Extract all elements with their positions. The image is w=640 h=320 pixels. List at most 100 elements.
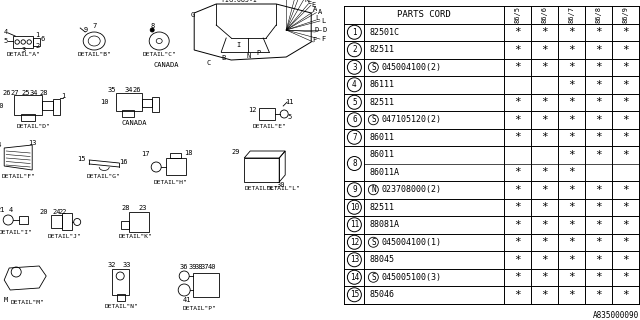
Text: *: * — [515, 237, 521, 247]
Text: 29: 29 — [232, 149, 240, 155]
Text: FIG.085-I: FIG.085-I — [221, 0, 257, 3]
Text: 82511: 82511 — [369, 45, 394, 54]
Text: 6: 6 — [352, 115, 356, 124]
Text: DETAIL"M": DETAIL"M" — [10, 300, 44, 306]
Text: 31: 31 — [0, 262, 1, 268]
Text: 2: 2 — [35, 43, 39, 49]
Text: D: D — [322, 27, 326, 33]
Bar — [21, 114, 35, 121]
Text: 86011A: 86011A — [369, 168, 399, 177]
Text: *: * — [568, 80, 575, 90]
Text: 82511: 82511 — [369, 203, 394, 212]
Text: F: F — [321, 36, 325, 42]
Text: E: E — [312, 2, 316, 8]
Bar — [142, 99, 152, 107]
Text: *: * — [622, 62, 629, 72]
Text: *: * — [515, 45, 521, 55]
Bar — [193, 273, 220, 297]
Text: *: * — [515, 115, 521, 125]
Text: S: S — [371, 115, 376, 124]
Text: *: * — [622, 80, 629, 90]
Text: *: * — [515, 290, 521, 300]
Text: 86/9: 86/9 — [623, 6, 628, 23]
Text: *: * — [541, 97, 548, 107]
Text: *: * — [568, 185, 575, 195]
Text: 26: 26 — [133, 87, 141, 93]
Text: *: * — [541, 255, 548, 265]
Text: *: * — [568, 167, 575, 177]
Text: *: * — [568, 255, 575, 265]
Text: *: * — [541, 167, 548, 177]
Text: *: * — [595, 80, 602, 90]
Text: A: A — [317, 10, 322, 15]
Text: *: * — [568, 132, 575, 142]
Bar — [121, 221, 129, 229]
Text: 1: 1 — [61, 93, 65, 99]
Text: DETAIL"L": DETAIL"L" — [244, 187, 278, 191]
Text: *: * — [568, 27, 575, 37]
Text: 82501C: 82501C — [369, 28, 399, 37]
Text: 11: 11 — [285, 99, 294, 105]
Text: *: * — [622, 27, 629, 37]
Text: L: L — [321, 18, 325, 24]
Text: 28: 28 — [40, 90, 49, 96]
Text: *: * — [515, 255, 521, 265]
Text: *: * — [595, 202, 602, 212]
Text: *: * — [595, 62, 602, 72]
Bar — [170, 153, 181, 158]
Text: *: * — [568, 202, 575, 212]
Text: CANADA: CANADA — [122, 120, 147, 126]
Text: *: * — [568, 237, 575, 247]
Text: 045004100(2): 045004100(2) — [381, 63, 442, 72]
Bar — [14, 95, 42, 115]
Text: *: * — [595, 185, 602, 195]
Text: M: M — [4, 297, 8, 303]
Text: 6: 6 — [40, 36, 44, 42]
Text: 22: 22 — [59, 209, 67, 215]
Text: 045004100(1): 045004100(1) — [381, 238, 442, 247]
Text: *: * — [622, 272, 629, 282]
Text: 86011: 86011 — [369, 133, 394, 142]
Text: 30: 30 — [277, 182, 285, 188]
Text: 13: 13 — [28, 140, 36, 146]
Text: 9: 9 — [84, 27, 88, 33]
Text: *: * — [595, 132, 602, 142]
Text: 7: 7 — [352, 133, 356, 142]
Text: *: * — [568, 150, 575, 160]
Text: *: * — [622, 132, 629, 142]
Text: 41: 41 — [183, 297, 191, 303]
Text: *: * — [622, 45, 629, 55]
Text: 85046: 85046 — [369, 290, 394, 299]
Text: L: L — [315, 15, 319, 21]
Text: 23: 23 — [139, 205, 147, 211]
Text: *: * — [622, 220, 629, 230]
Text: 8: 8 — [352, 159, 356, 168]
Bar — [51, 215, 62, 228]
Text: DETAIL"I": DETAIL"I" — [0, 229, 32, 235]
Text: 16: 16 — [119, 159, 127, 165]
Circle shape — [150, 28, 154, 32]
Text: *: * — [515, 132, 521, 142]
Bar — [129, 212, 149, 232]
Bar — [152, 97, 159, 112]
Text: 86111: 86111 — [369, 80, 394, 89]
Text: 7: 7 — [92, 23, 97, 29]
Text: 86/6: 86/6 — [541, 6, 548, 23]
Text: 045005100(3): 045005100(3) — [381, 273, 442, 282]
Text: *: * — [622, 290, 629, 300]
Text: 11: 11 — [349, 220, 359, 229]
Bar — [33, 38, 40, 46]
Text: *: * — [541, 185, 548, 195]
Text: 047105120(2): 047105120(2) — [381, 115, 442, 124]
Text: 15: 15 — [77, 156, 85, 162]
Text: DETAIL"H": DETAIL"H" — [154, 180, 187, 185]
Text: *: * — [515, 97, 521, 107]
Text: *: * — [622, 115, 629, 125]
Text: *: * — [595, 255, 602, 265]
Text: DETAIL"F": DETAIL"F" — [1, 174, 35, 180]
Text: *: * — [515, 185, 521, 195]
Text: 14: 14 — [0, 142, 1, 148]
Text: CANADA: CANADA — [154, 62, 179, 68]
Text: 10: 10 — [349, 203, 359, 212]
Text: 4: 4 — [9, 207, 13, 213]
